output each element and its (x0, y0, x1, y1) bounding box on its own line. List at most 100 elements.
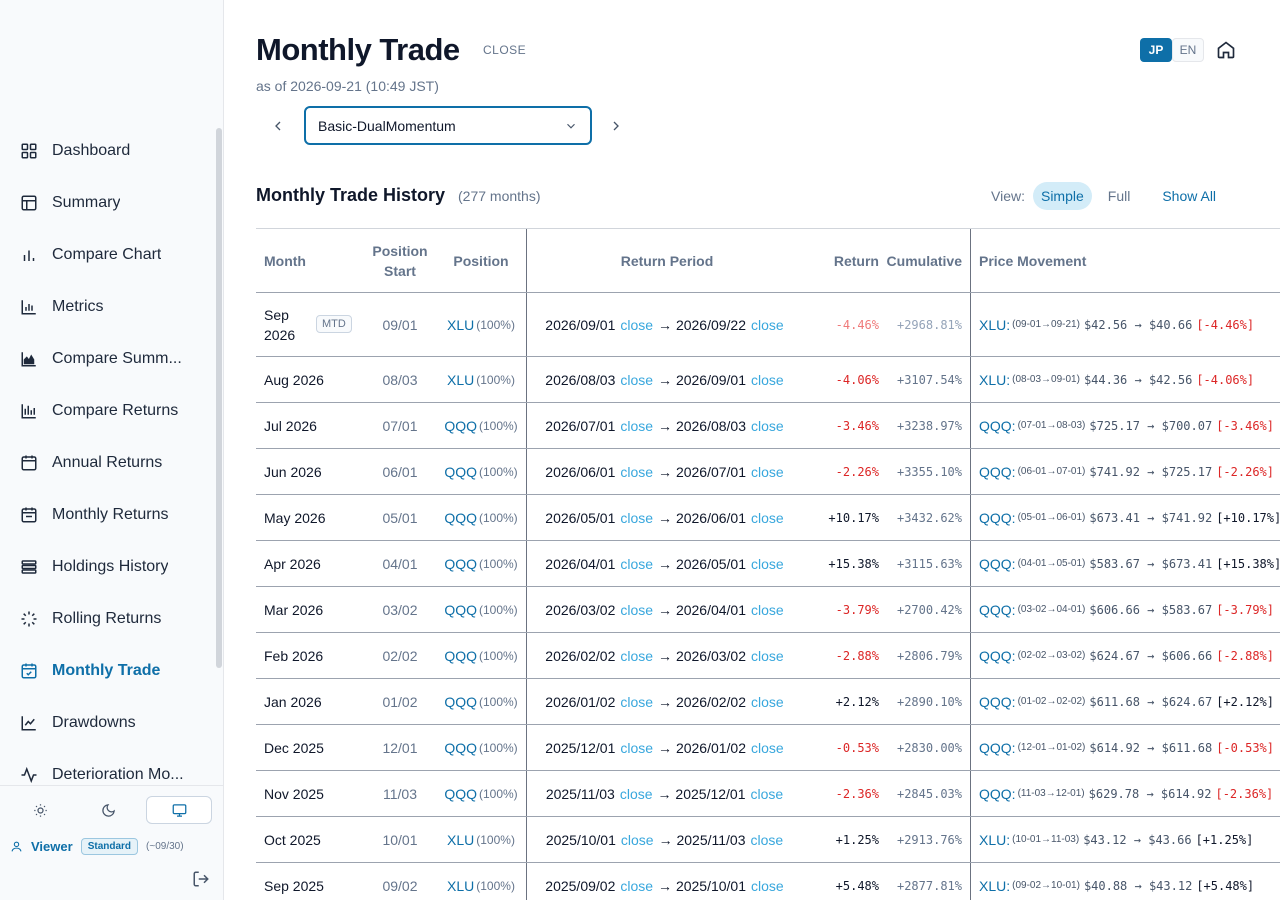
ticker-link[interactable]: QQQ (444, 509, 477, 526)
cumulative-cell: +3115.63% (896, 556, 962, 571)
view-simple-button[interactable]: Simple (1032, 182, 1092, 210)
pm-prices: $40.88 → $43.12 (1083, 878, 1193, 893)
column-divider (526, 495, 527, 540)
position-start-cell: 11/03 (383, 785, 417, 802)
close-label: close (620, 417, 654, 434)
pm-prices: $629.78 → $614.92 (1088, 786, 1212, 801)
header-price-movement[interactable]: Price Movement (979, 253, 1087, 269)
pm-ticker[interactable]: QQQ: (979, 509, 1016, 526)
sidebar-item-rolling-returns[interactable]: Rolling Returns (0, 593, 214, 645)
logout-icon[interactable] (192, 870, 210, 888)
sidebar-item-monthly-trade[interactable]: Monthly Trade (0, 645, 214, 697)
header-cumulative[interactable]: Cumulative (886, 253, 962, 269)
ticker-link[interactable]: QQQ (444, 417, 477, 434)
header-return-period[interactable]: Return Period (620, 253, 714, 269)
return-period-cell: 2026/05/01 close → 2026/06/01 close (527, 495, 807, 540)
ticker-link[interactable]: QQQ (444, 463, 477, 480)
pm-prices: $606.66 → $583.67 (1089, 602, 1213, 617)
ticker-link[interactable]: XLU (447, 371, 475, 388)
close-label: close (751, 739, 784, 756)
sidebar-item-dashboard[interactable]: Dashboard (0, 125, 214, 177)
sidebar-item-label: Holdings History (52, 558, 169, 575)
sidebar-item-deterioration-mo[interactable]: Deterioration Mo... (0, 749, 214, 785)
sidebar-scrollbar[interactable] (216, 128, 222, 668)
position-start-cell: 09/01 (382, 316, 418, 333)
pm-ticker[interactable]: XLU: (979, 371, 1011, 388)
lang-en-button[interactable]: EN (1172, 38, 1204, 62)
ticker-link[interactable]: QQQ (444, 693, 477, 710)
sidebar-item-annual-returns[interactable]: Annual Returns (0, 437, 214, 489)
header-position[interactable]: Position (453, 253, 509, 269)
price-movement-cell: QQQ: (06-01→07-01) $741.92 → $725.17 [-2.26… (979, 449, 1279, 494)
ticker-link[interactable]: QQQ (444, 739, 477, 756)
ticker-link[interactable]: QQQ (444, 601, 477, 618)
sidebar-item-compare-chart[interactable]: Compare Chart (0, 229, 214, 281)
cumulative-cell: +2830.00% (896, 740, 962, 755)
pm-ticker[interactable]: QQQ: (979, 463, 1016, 480)
ticker-link[interactable]: QQQ (444, 647, 477, 664)
header-position-start[interactable]: Position Start (372, 243, 428, 279)
home-icon[interactable] (1216, 40, 1236, 60)
allocation: (100%) (478, 694, 518, 709)
sidebar-item-holdings-history[interactable]: Holdings History (0, 541, 214, 593)
pm-change: [+1.25%] (1195, 832, 1254, 847)
pm-ticker[interactable]: QQQ: (979, 647, 1016, 664)
pm-ticker[interactable]: XLU: (979, 316, 1011, 333)
close-label: close (751, 555, 784, 572)
ticker-link[interactable]: QQQ (444, 555, 477, 572)
allocation: (100%) (476, 878, 515, 893)
view-full-button[interactable]: Full (1107, 188, 1131, 204)
period-from: 2026/01/02 (545, 693, 616, 710)
theme-light-button[interactable] (10, 796, 70, 824)
column-divider (526, 229, 527, 292)
price-movement-cell: XLU: (10-01→11-03) $43.12 → $43.66 [+1.25%] (979, 817, 1279, 862)
period-from: 2025/09/02 (545, 877, 616, 894)
pm-ticker[interactable]: XLU: (979, 831, 1011, 848)
trade-history-table: Month Position Start Position Return Per… (256, 228, 1280, 900)
column-divider (970, 587, 971, 632)
pm-ticker[interactable]: QQQ: (979, 417, 1016, 434)
user-name[interactable]: Viewer (31, 839, 73, 854)
header-month[interactable]: Month (264, 253, 306, 269)
pm-ticker[interactable]: QQQ: (979, 601, 1016, 618)
sidebar-item-metrics[interactable]: Metrics (0, 281, 214, 333)
ticker-link[interactable]: XLU (447, 877, 475, 894)
position-cell: XLU (100%) (441, 863, 521, 900)
pm-ticker[interactable]: QQQ: (979, 693, 1016, 710)
pm-dates: (07-01→08-03) (1017, 420, 1086, 431)
sidebar-item-summary[interactable]: Summary (0, 177, 214, 229)
ticker-link[interactable]: QQQ (444, 785, 477, 802)
sidebar-item-label: Annual Returns (52, 454, 163, 471)
months-count: (277 months) (458, 188, 541, 204)
pm-ticker[interactable]: QQQ: (979, 785, 1016, 802)
close-label: close (620, 463, 654, 480)
close-label: close (620, 877, 654, 894)
prev-strategy-button[interactable] (264, 112, 292, 140)
close-button[interactable]: CLOSE (483, 43, 527, 57)
sidebar-item-drawdowns[interactable]: Drawdowns (0, 697, 214, 749)
strategy-select[interactable]: Basic-DualMomentum (304, 106, 592, 145)
sidebar-item-compare-summ[interactable]: Compare Summ... (0, 333, 214, 385)
allocation: (100%) (478, 510, 518, 525)
pm-ticker[interactable]: QQQ: (979, 555, 1016, 572)
pm-ticker[interactable]: QQQ: (979, 739, 1016, 756)
arrow-right-icon: → (658, 877, 676, 894)
theme-dark-button[interactable] (78, 796, 138, 824)
show-all-button[interactable]: Show All (1162, 188, 1217, 204)
next-strategy-button[interactable] (602, 112, 630, 140)
close-label: close (751, 647, 784, 664)
sidebar-item-monthly-returns[interactable]: Monthly Returns (0, 489, 214, 541)
theme-system-button[interactable] (146, 796, 212, 824)
ticker-link[interactable]: XLU (447, 831, 475, 848)
cumulative-cell: +3432.62% (896, 510, 962, 525)
header-return[interactable]: Return (833, 253, 879, 269)
column-divider (970, 633, 971, 678)
ticker-link[interactable]: XLU (447, 316, 475, 333)
lang-jp-button[interactable]: JP (1140, 38, 1172, 62)
month-cell: Sep 2026 (264, 293, 314, 356)
sidebar-item-compare-returns[interactable]: Compare Returns (0, 385, 214, 437)
column-divider (970, 725, 971, 770)
pm-ticker[interactable]: XLU: (979, 877, 1011, 894)
pm-prices: $44.36 → $42.56 (1083, 372, 1193, 387)
period-to: 2025/11/03 (676, 831, 746, 848)
